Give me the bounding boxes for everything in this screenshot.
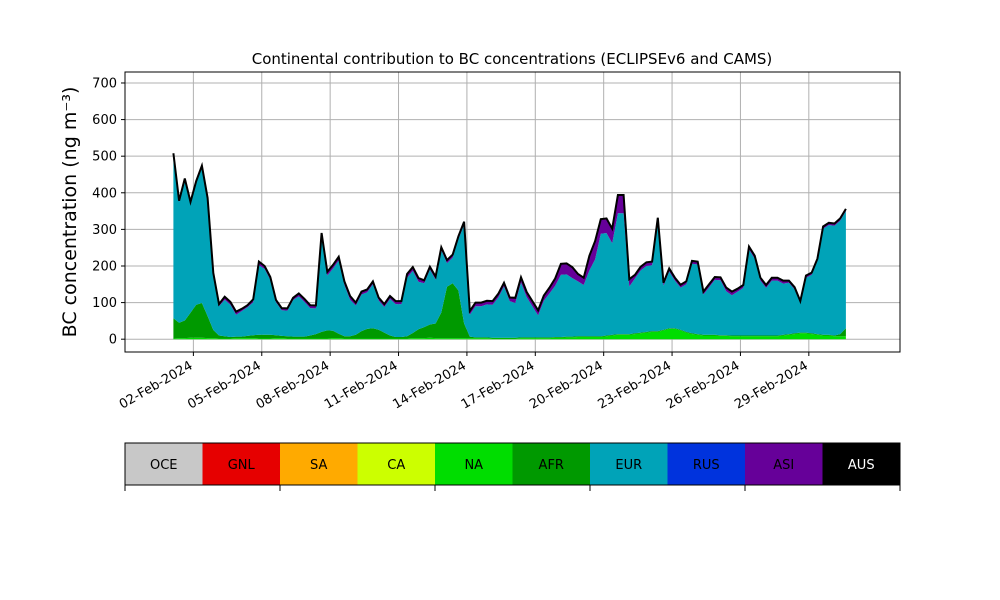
y-tick-label: 100: [92, 296, 117, 311]
legend-swatch-aus: [822, 443, 900, 485]
x-tick-label: 02-Feb-2024: [117, 358, 196, 412]
legend-swatch-eur: [590, 443, 668, 485]
area-series-eur: [173, 154, 846, 338]
stacked-areas: [173, 153, 846, 340]
x-tick-label: 11-Feb-2024: [322, 358, 401, 412]
legend-colorbar: OCE GNL SA CA NA AFR EUR RUS ASI AUS: [124, 442, 901, 491]
legend-label-na: NA: [464, 458, 483, 473]
x-tick-label: 26-Feb-2024: [664, 358, 743, 412]
x-tick-label: 29-Feb-2024: [732, 358, 811, 412]
legend-label-ca: CA: [387, 458, 405, 473]
y-tick-label: 300: [92, 223, 117, 238]
x-tick-label: 17-Feb-2024: [459, 358, 538, 412]
legend-label-aus: AUS: [848, 458, 875, 473]
legend-label-gnl: GNL: [228, 458, 256, 473]
y-tick-label: 400: [92, 186, 117, 201]
legend-swatch-ca: [357, 443, 435, 485]
y-tick-label: 600: [92, 113, 117, 128]
legend-label-sa: SA: [310, 458, 327, 473]
legend-label-eur: EUR: [615, 458, 642, 473]
x-tick-label: 08-Feb-2024: [254, 358, 333, 412]
chart-title: Continental contribution to BC concentra…: [252, 50, 773, 68]
legend-frame: [124, 442, 901, 486]
legend-swatch-na: [435, 443, 513, 485]
y-axis: 0 100 200 300 400 500 600 700: [92, 76, 125, 348]
legend-label-afr: AFR: [539, 458, 564, 473]
x-axis: 02-Feb-202405-Feb-202408-Feb-202411-Feb-…: [117, 352, 811, 412]
y-tick-label: 0: [109, 333, 117, 348]
legend-swatch-sa: [280, 443, 358, 485]
legend-swatch-gnl: [202, 443, 280, 485]
plot-area: 0 100 200 300 400 500 600 700 02-Feb-202405-Feb…: [92, 71, 901, 412]
x-tick-label: 20-Feb-2024: [527, 358, 606, 412]
legend-label-asi: ASI: [773, 458, 794, 473]
y-axis-label: BC concentration (ng m⁻³): [59, 87, 81, 338]
legend-swatch-rus: [667, 443, 745, 485]
legend-swatch-afr: [512, 443, 590, 485]
x-tick-label: 05-Feb-2024: [185, 358, 264, 412]
y-tick-label: 500: [92, 150, 117, 165]
x-tick-label: 14-Feb-2024: [390, 358, 469, 412]
y-tick-label: 700: [92, 76, 117, 91]
x-tick-label: 23-Feb-2024: [596, 358, 675, 412]
area-series-na: [173, 328, 846, 340]
legend-swatch-oce: [125, 443, 203, 485]
total-concentration-line: [172, 153, 847, 314]
legend-label-oce: OCE: [150, 458, 178, 473]
legend-swatch-asi: [745, 443, 823, 485]
legend-label-rus: RUS: [693, 458, 720, 473]
plot-frame: [124, 71, 901, 353]
y-tick-label: 200: [92, 259, 117, 274]
